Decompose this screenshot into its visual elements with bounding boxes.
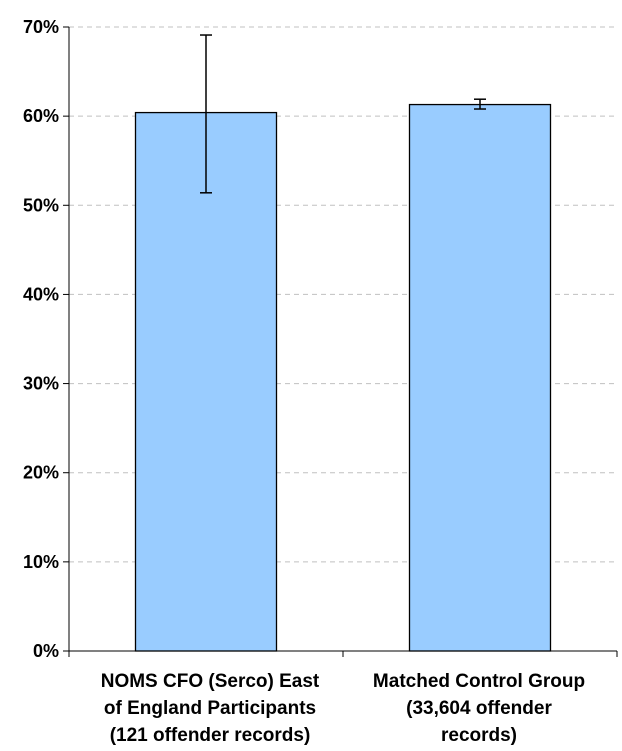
y-tick-label-40: 40% — [23, 284, 59, 304]
axes — [63, 26, 618, 657]
bar-2 — [408, 103, 552, 652]
y-tick-labels: 0% 10% 20% 30% 40% 50% 60% 70% — [23, 17, 59, 661]
category-label-2-line-2: (33,604 offender — [406, 698, 552, 719]
category-label-1: NOMS CFO (Serco) East of England Partici… — [65, 668, 355, 749]
y-tick-label-50: 50% — [23, 195, 59, 215]
y-tick-label-70: 70% — [23, 17, 59, 37]
bar-1 — [134, 111, 278, 652]
category-label-1-line-3: (121 offender records) — [109, 725, 311, 746]
category-label-2-line-1: Matched Control Group — [372, 671, 586, 692]
y-tick-label-0: 0% — [33, 641, 59, 661]
category-label-1-line-1: NOMS CFO (Serco) East — [100, 671, 320, 692]
y-tick-label-10: 10% — [23, 552, 59, 572]
error-bars — [200, 34, 486, 194]
category-label-2: Matched Control Group (33,604 offender r… — [334, 668, 622, 749]
y-tick-label-60: 60% — [23, 106, 59, 126]
category-label-1-line-2: of England Participants — [103, 698, 317, 719]
y-tick-label-20: 20% — [23, 463, 59, 483]
y-tick-label-30: 30% — [23, 374, 59, 394]
bars — [134, 103, 552, 652]
category-label-2-line-3: records) — [440, 725, 518, 746]
